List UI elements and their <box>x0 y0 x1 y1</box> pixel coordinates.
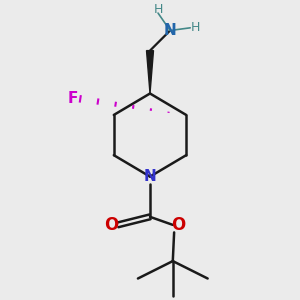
Text: O: O <box>104 216 118 234</box>
Text: N: N <box>144 169 156 184</box>
Text: N: N <box>164 23 176 38</box>
Text: H: H <box>153 3 163 16</box>
Text: F: F <box>68 92 78 106</box>
Text: H: H <box>190 21 200 34</box>
Polygon shape <box>146 51 154 94</box>
Text: O: O <box>172 216 186 234</box>
